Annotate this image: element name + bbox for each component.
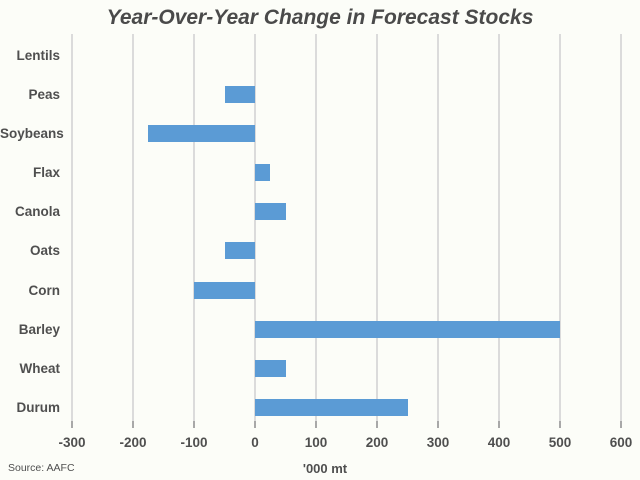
gridline [559,34,561,421]
x-tick-label: 300 [426,435,450,450]
category-label: Corn [28,282,61,298]
x-axis-tick [559,421,561,428]
category-label: Soybeans [0,126,64,142]
x-axis-tick [620,421,622,428]
bar-soybeans [148,125,255,143]
gridline [193,34,195,421]
x-tick-label: 400 [487,435,511,450]
bar-barley [255,320,560,338]
x-axis-tick [132,421,134,428]
category-label: Lentils [16,47,60,63]
gridline [376,34,378,421]
x-axis-tick [193,421,195,428]
x-tick-label: -100 [180,435,208,450]
x-tick-label: 500 [548,435,572,450]
gridline [498,34,500,421]
x-axis-tick [376,421,378,428]
bar-canola [255,203,286,221]
bar-durum [255,398,408,416]
category-label: Durum [16,399,61,415]
x-axis-label: '000 mt [302,461,348,476]
category-label: Wheat [19,360,61,376]
gridline [254,34,256,421]
x-tick-label: 600 [609,435,633,450]
gridline [71,34,73,421]
bar-peas [224,86,255,103]
bar-wheat [255,359,286,377]
x-tick-label: -300 [58,435,86,450]
category-label: Peas [28,87,60,102]
x-axis-tick [254,421,256,428]
x-axis-tick [437,421,439,428]
x-tick-label: 0 [251,435,259,450]
x-axis-tick [315,421,317,428]
gridline [437,34,439,421]
x-tick-label: -200 [119,435,147,450]
x-axis-tick [71,421,73,428]
category-label: Flax [32,165,60,181]
x-axis-tick [498,421,500,428]
bar-corn [194,281,255,299]
gridline [315,34,317,421]
category-label: Barley [18,321,60,337]
x-tick-label: 100 [304,435,328,450]
gridline [620,34,622,421]
bar-oats [224,242,255,260]
chart-title: Year-Over-Year Change in Forecast Stocks [106,6,534,29]
source-note: Source: AAFC [8,462,75,474]
x-tick-label: 200 [365,435,389,450]
gridline [132,34,134,421]
bar-flax [255,164,271,182]
category-label: Oats [29,243,60,259]
category-label: Canola [14,204,60,220]
